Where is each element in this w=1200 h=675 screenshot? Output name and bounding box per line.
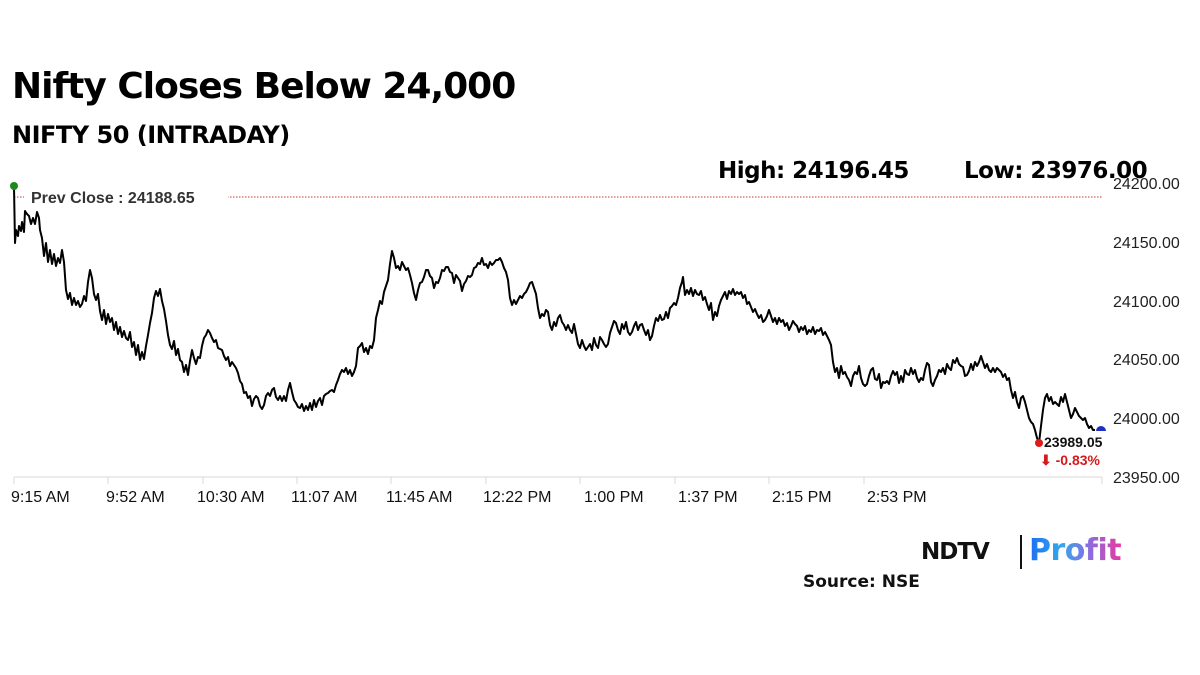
x-tick-label: 9:52 AM bbox=[106, 489, 165, 506]
y-axis-labels: 24200.00 24150.00 24100.00 24050.00 2400… bbox=[1113, 176, 1180, 487]
price-line bbox=[13, 186, 1095, 444]
x-tick-label: 12:22 PM bbox=[483, 489, 551, 506]
x-tick-label: 9:15 AM bbox=[11, 489, 70, 506]
x-tick-label: 1:00 PM bbox=[584, 489, 644, 506]
y-tick-label: 24050.00 bbox=[1113, 352, 1180, 369]
source-label: Source: NSE bbox=[803, 572, 920, 592]
prev-close-label-bg bbox=[24, 186, 228, 208]
chart-subtitle: NIFTY 50 (INTRADAY) bbox=[12, 121, 290, 149]
y-tick-label: 24150.00 bbox=[1113, 235, 1180, 252]
change-percent-label: ⬇ -0.83% bbox=[1040, 452, 1101, 468]
day-low-marker bbox=[1035, 439, 1043, 447]
y-tick-label: 23950.00 bbox=[1113, 470, 1180, 487]
prev-close-label: Prev Close : 24188.65 bbox=[31, 190, 195, 207]
x-tick-label: 11:07 AM bbox=[291, 489, 357, 506]
x-axis-labels: 9:15 AM 9:52 AM 10:30 AM 11:07 AM 11:45 … bbox=[11, 489, 927, 506]
x-tick-label: 1:37 PM bbox=[678, 489, 738, 506]
y-tick-label: 24100.00 bbox=[1113, 294, 1180, 311]
x-tick-label: 11:45 AM bbox=[386, 489, 452, 506]
y-tick-label: 24000.00 bbox=[1113, 411, 1180, 428]
x-axis-ticks bbox=[13, 477, 1103, 484]
logo-profit-text: Profit bbox=[1029, 533, 1122, 568]
last-value-label: 23989.05 bbox=[1044, 434, 1103, 450]
last-price-marker bbox=[1096, 426, 1106, 431]
x-tick-label: 10:30 AM bbox=[197, 489, 265, 506]
chart-title: Nifty Closes Below 24,000 bbox=[12, 66, 516, 107]
open-marker bbox=[10, 182, 18, 190]
x-tick-label: 2:15 PM bbox=[772, 489, 832, 506]
y-tick-label: 24200.00 bbox=[1113, 176, 1180, 193]
logo-divider bbox=[1020, 535, 1022, 569]
low-value: Low: 23976.00 bbox=[964, 158, 1148, 184]
logo-ndtv-text: NDTV bbox=[921, 539, 990, 565]
high-value: High: 24196.45 bbox=[718, 158, 909, 184]
x-tick-label: 2:53 PM bbox=[867, 489, 927, 506]
